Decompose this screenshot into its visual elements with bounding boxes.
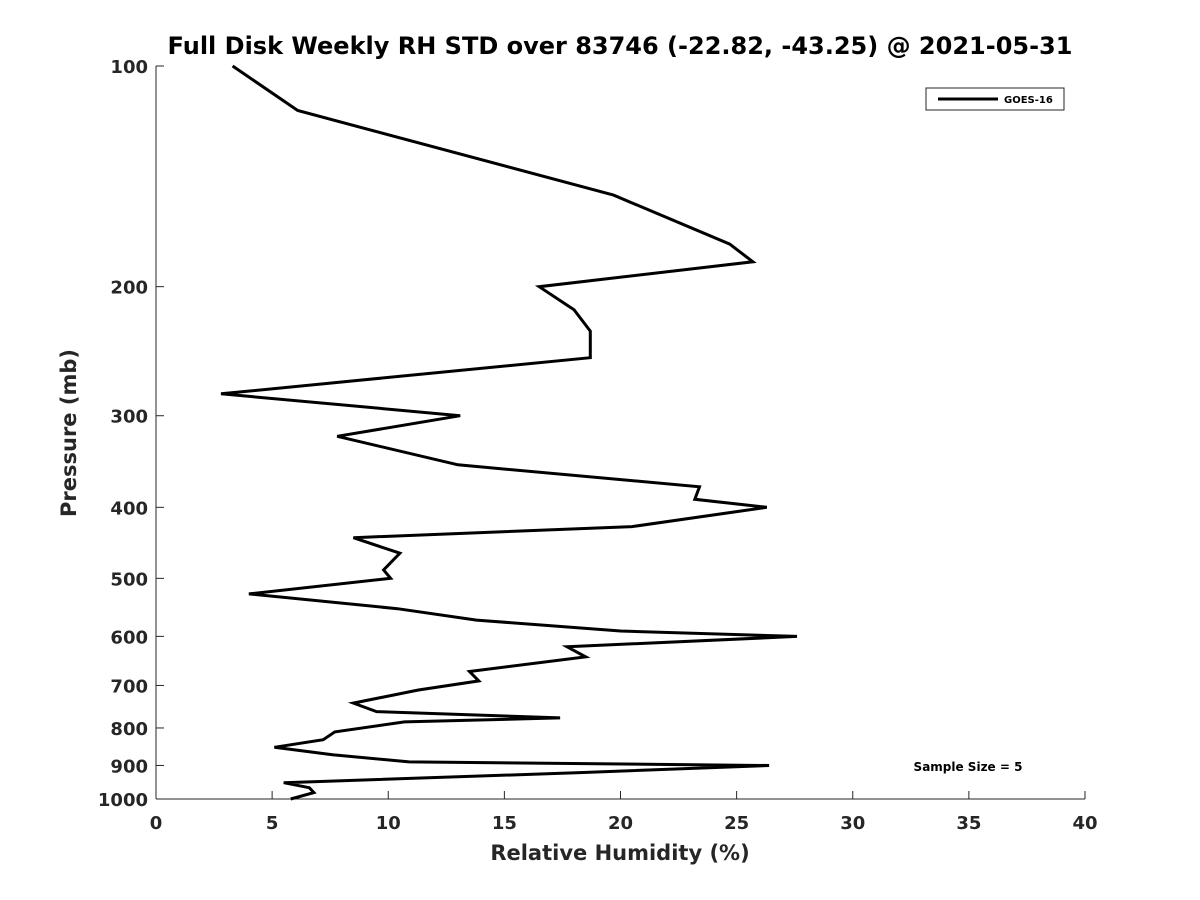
y-tick-label: 400 bbox=[110, 498, 148, 519]
y-tick-label: 200 bbox=[110, 278, 148, 299]
legend-label-goes16: GOES-16 bbox=[1004, 95, 1053, 106]
y-tick-label: 1000 bbox=[98, 790, 148, 811]
y-tick-label: 700 bbox=[110, 676, 148, 697]
y-tick-label: 600 bbox=[110, 627, 148, 648]
x-tick-label: 30 bbox=[840, 813, 865, 834]
x-tick-label: 5 bbox=[266, 813, 279, 834]
x-tick-label: 25 bbox=[724, 813, 749, 834]
x-ticks: 0 5 10 15 20 25 30 35 40 bbox=[150, 791, 1098, 834]
axes bbox=[155, 66, 1086, 800]
x-tick-label: 35 bbox=[956, 813, 981, 834]
x-tick-label: 15 bbox=[492, 813, 517, 834]
legend: GOES-16 bbox=[925, 87, 1065, 111]
chart-title: Full Disk Weekly RH STD over 83746 (-22.… bbox=[168, 32, 1073, 60]
y-ticks: 100 200 300 400 500 600 700 800 900 1000 bbox=[98, 57, 164, 811]
y-tick-label: 800 bbox=[110, 719, 148, 740]
series-line-goes16 bbox=[220, 64, 798, 801]
y-tick-label: 900 bbox=[110, 756, 148, 777]
x-tick-label: 20 bbox=[608, 813, 633, 834]
x-tick-label: 10 bbox=[376, 813, 401, 834]
y-tick-label: 500 bbox=[110, 569, 148, 590]
y-tick-label: 300 bbox=[110, 407, 148, 428]
sample-size-annotation: Sample Size = 5 bbox=[914, 760, 1023, 774]
series-group bbox=[220, 64, 798, 801]
x-tick-label: 40 bbox=[1072, 813, 1097, 834]
x-tick-label: 0 bbox=[150, 813, 163, 834]
x-axis-label: Relative Humidity (%) bbox=[490, 841, 749, 865]
y-axis-label: Pressure (mb) bbox=[57, 349, 81, 517]
y-tick-label: 100 bbox=[110, 57, 148, 78]
